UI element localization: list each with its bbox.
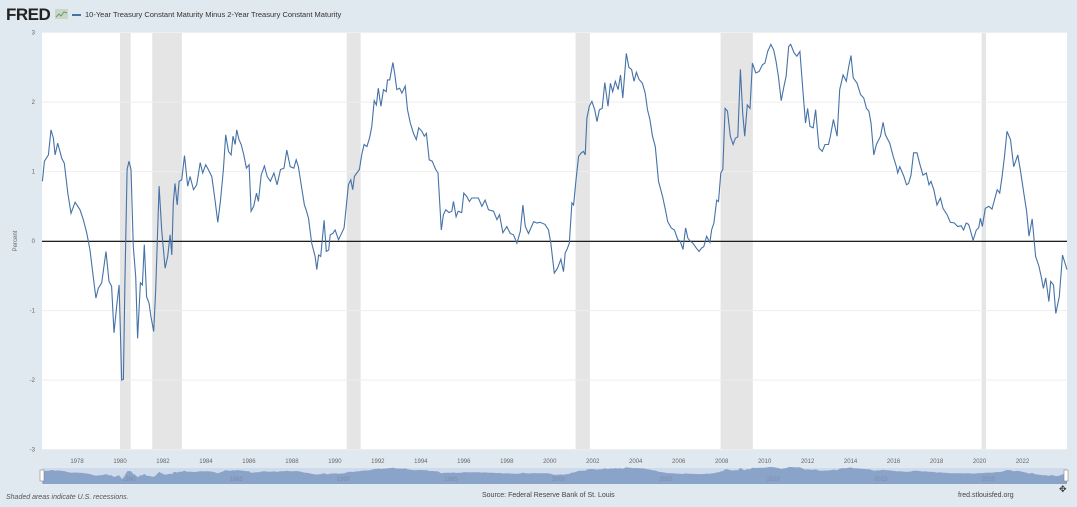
- navigator-right-handle[interactable]: [1063, 469, 1069, 482]
- legend-item: 10-Year Treasury Constant Maturity Minus…: [72, 10, 341, 19]
- navigator-tick-label: 1990: [337, 477, 351, 483]
- navigator[interactable]: 1980 1985 1990 1995 2000 2005 2010 2015 2020 ✥: [39, 467, 1069, 494]
- x-tick-label: 1998: [500, 459, 514, 465]
- x-tick-label: 2002: [586, 459, 600, 465]
- legend-swatch: [72, 13, 81, 16]
- fred-logo[interactable]: FRED: [6, 5, 51, 24]
- recession-note: Shaded areas indicate U.S. recessions.: [6, 494, 129, 501]
- legend-label: 10-Year Treasury Constant Maturity Minus…: [85, 10, 342, 19]
- navigator-tick-label: 2020: [982, 477, 996, 483]
- x-tick-label: 2008: [715, 459, 729, 465]
- x-tick-label: 2000: [543, 459, 557, 465]
- resize-icon[interactable]: ✥: [1059, 484, 1067, 494]
- site-link[interactable]: fred.stlouisfed.org: [958, 492, 1014, 499]
- x-tick-label: 1992: [371, 459, 385, 465]
- y-tick-label: 1: [32, 170, 36, 176]
- x-tick-label: 2022: [1016, 459, 1030, 465]
- x-tick-label: 1980: [113, 459, 127, 465]
- y-tick-label: -2: [30, 378, 36, 384]
- x-tick-label: 1988: [285, 459, 299, 465]
- x-tick-label: 1978: [70, 459, 84, 465]
- navigator-tick-label: 2000: [552, 477, 566, 483]
- x-tick-label: 2004: [629, 459, 643, 465]
- x-tick-label: 2010: [758, 459, 772, 465]
- navigator-tick-label: 2015: [874, 477, 888, 483]
- navigator-tick-label: 2005: [659, 477, 673, 483]
- y-tick-label: 3: [32, 31, 36, 37]
- graph-icon: [55, 9, 68, 19]
- navigator-tick-label: 1985: [229, 477, 243, 483]
- source-note: Source: Federal Reserve Bank of St. Loui…: [482, 492, 615, 499]
- x-tick-label: 2014: [844, 459, 858, 465]
- y-axis-label: Percent: [13, 230, 19, 251]
- navigator-tick-label: 1995: [444, 477, 458, 483]
- y-tick-label: -1: [30, 309, 36, 315]
- x-tick-label: 2018: [930, 459, 944, 465]
- x-tick-label: 1984: [199, 459, 213, 465]
- y-tick-label: 2: [32, 100, 36, 106]
- x-tick-label: 2006: [672, 459, 686, 465]
- y-tick-label: -3: [30, 448, 36, 454]
- navigator-tick-label: 1980: [122, 477, 136, 483]
- navigator-left-handle[interactable]: [39, 469, 45, 482]
- series-line: [41, 43, 1068, 381]
- x-tick-label: 1996: [457, 459, 471, 465]
- x-tick-label: 1986: [242, 459, 256, 465]
- plot-area: [42, 32, 1067, 449]
- x-tick-label: 1994: [414, 459, 428, 465]
- x-tick-label: 1982: [156, 459, 170, 465]
- chart-header: FRED 10-Year Treasury Constant Maturity …: [0, 0, 1077, 28]
- x-tick-label: 2020: [973, 459, 987, 465]
- x-tick-label: 2012: [801, 459, 815, 465]
- y-tick-label: 0: [32, 239, 36, 245]
- x-tick-label: 2016: [887, 459, 901, 465]
- navigator-tick-label: 2010: [767, 477, 781, 483]
- navigator-area: [42, 467, 1067, 484]
- x-tick-label: 1990: [328, 459, 342, 465]
